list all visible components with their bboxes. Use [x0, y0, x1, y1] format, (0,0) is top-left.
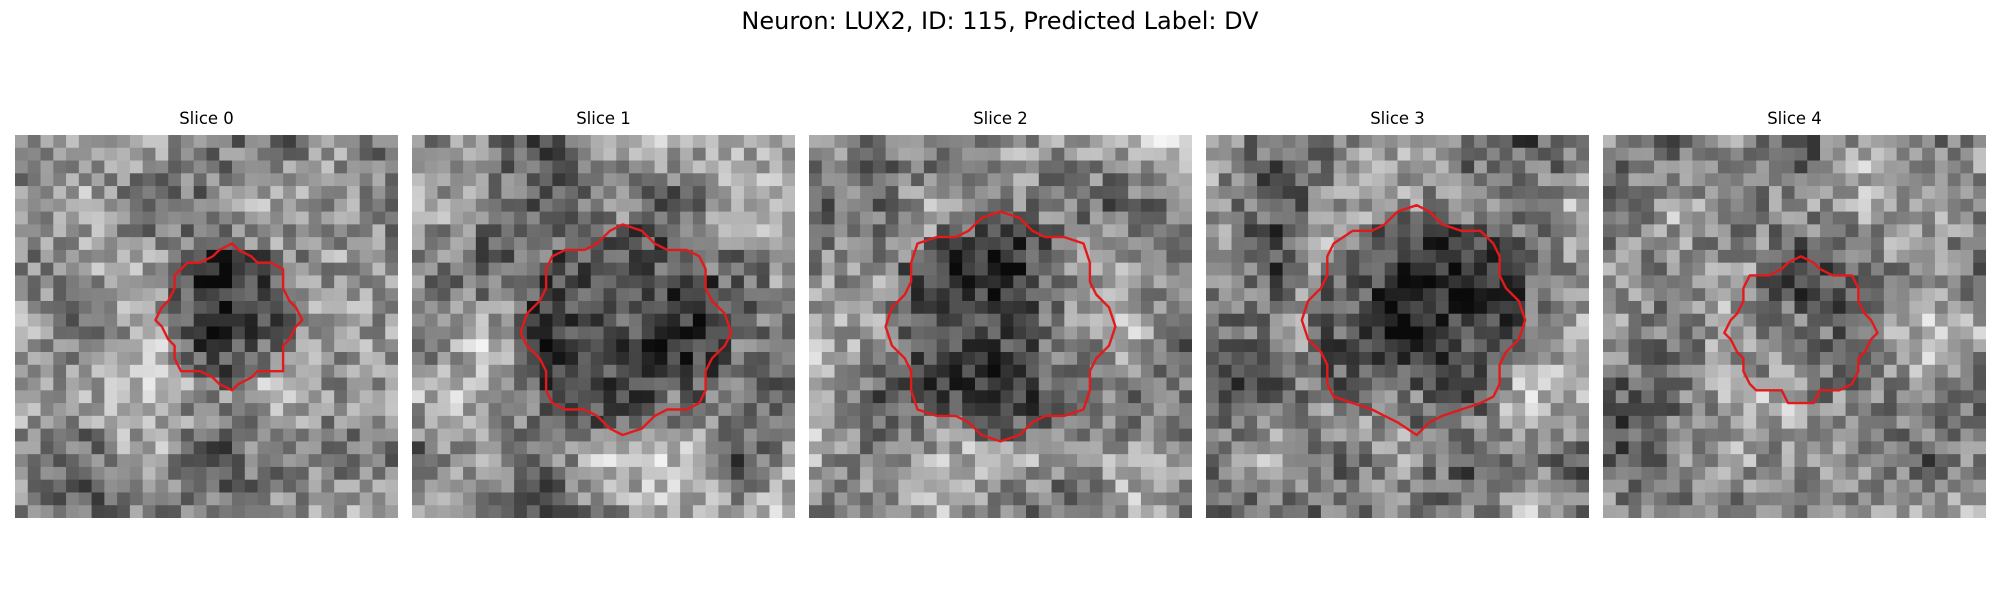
slice-image-0	[15, 135, 398, 518]
pixel-grid	[412, 135, 795, 518]
panel-title-4: Slice 4	[1603, 109, 1986, 128]
slice-image-2	[809, 135, 1192, 518]
slice-image-1	[412, 135, 795, 518]
panel-title-1: Slice 1	[412, 109, 795, 128]
pixel-grid	[1603, 135, 1986, 518]
panel-title-3: Slice 3	[1206, 109, 1589, 128]
slice-panel-0	[15, 135, 398, 518]
panel-title-2: Slice 2	[809, 109, 1192, 128]
panel-title-0: Slice 0	[15, 109, 398, 128]
slice-panel-2	[809, 135, 1192, 518]
pixel-grid	[809, 135, 1192, 518]
figure-title: Neuron: LUX2, ID: 115, Predicted Label: …	[0, 7, 2000, 35]
slice-panel-1	[412, 135, 795, 518]
pixel-grid	[15, 135, 398, 518]
pixel-grid	[1206, 135, 1589, 518]
slice-panel-3	[1206, 135, 1589, 518]
slice-panel-4	[1603, 135, 1986, 518]
slice-image-4	[1603, 135, 1986, 518]
slice-image-3	[1206, 135, 1589, 518]
